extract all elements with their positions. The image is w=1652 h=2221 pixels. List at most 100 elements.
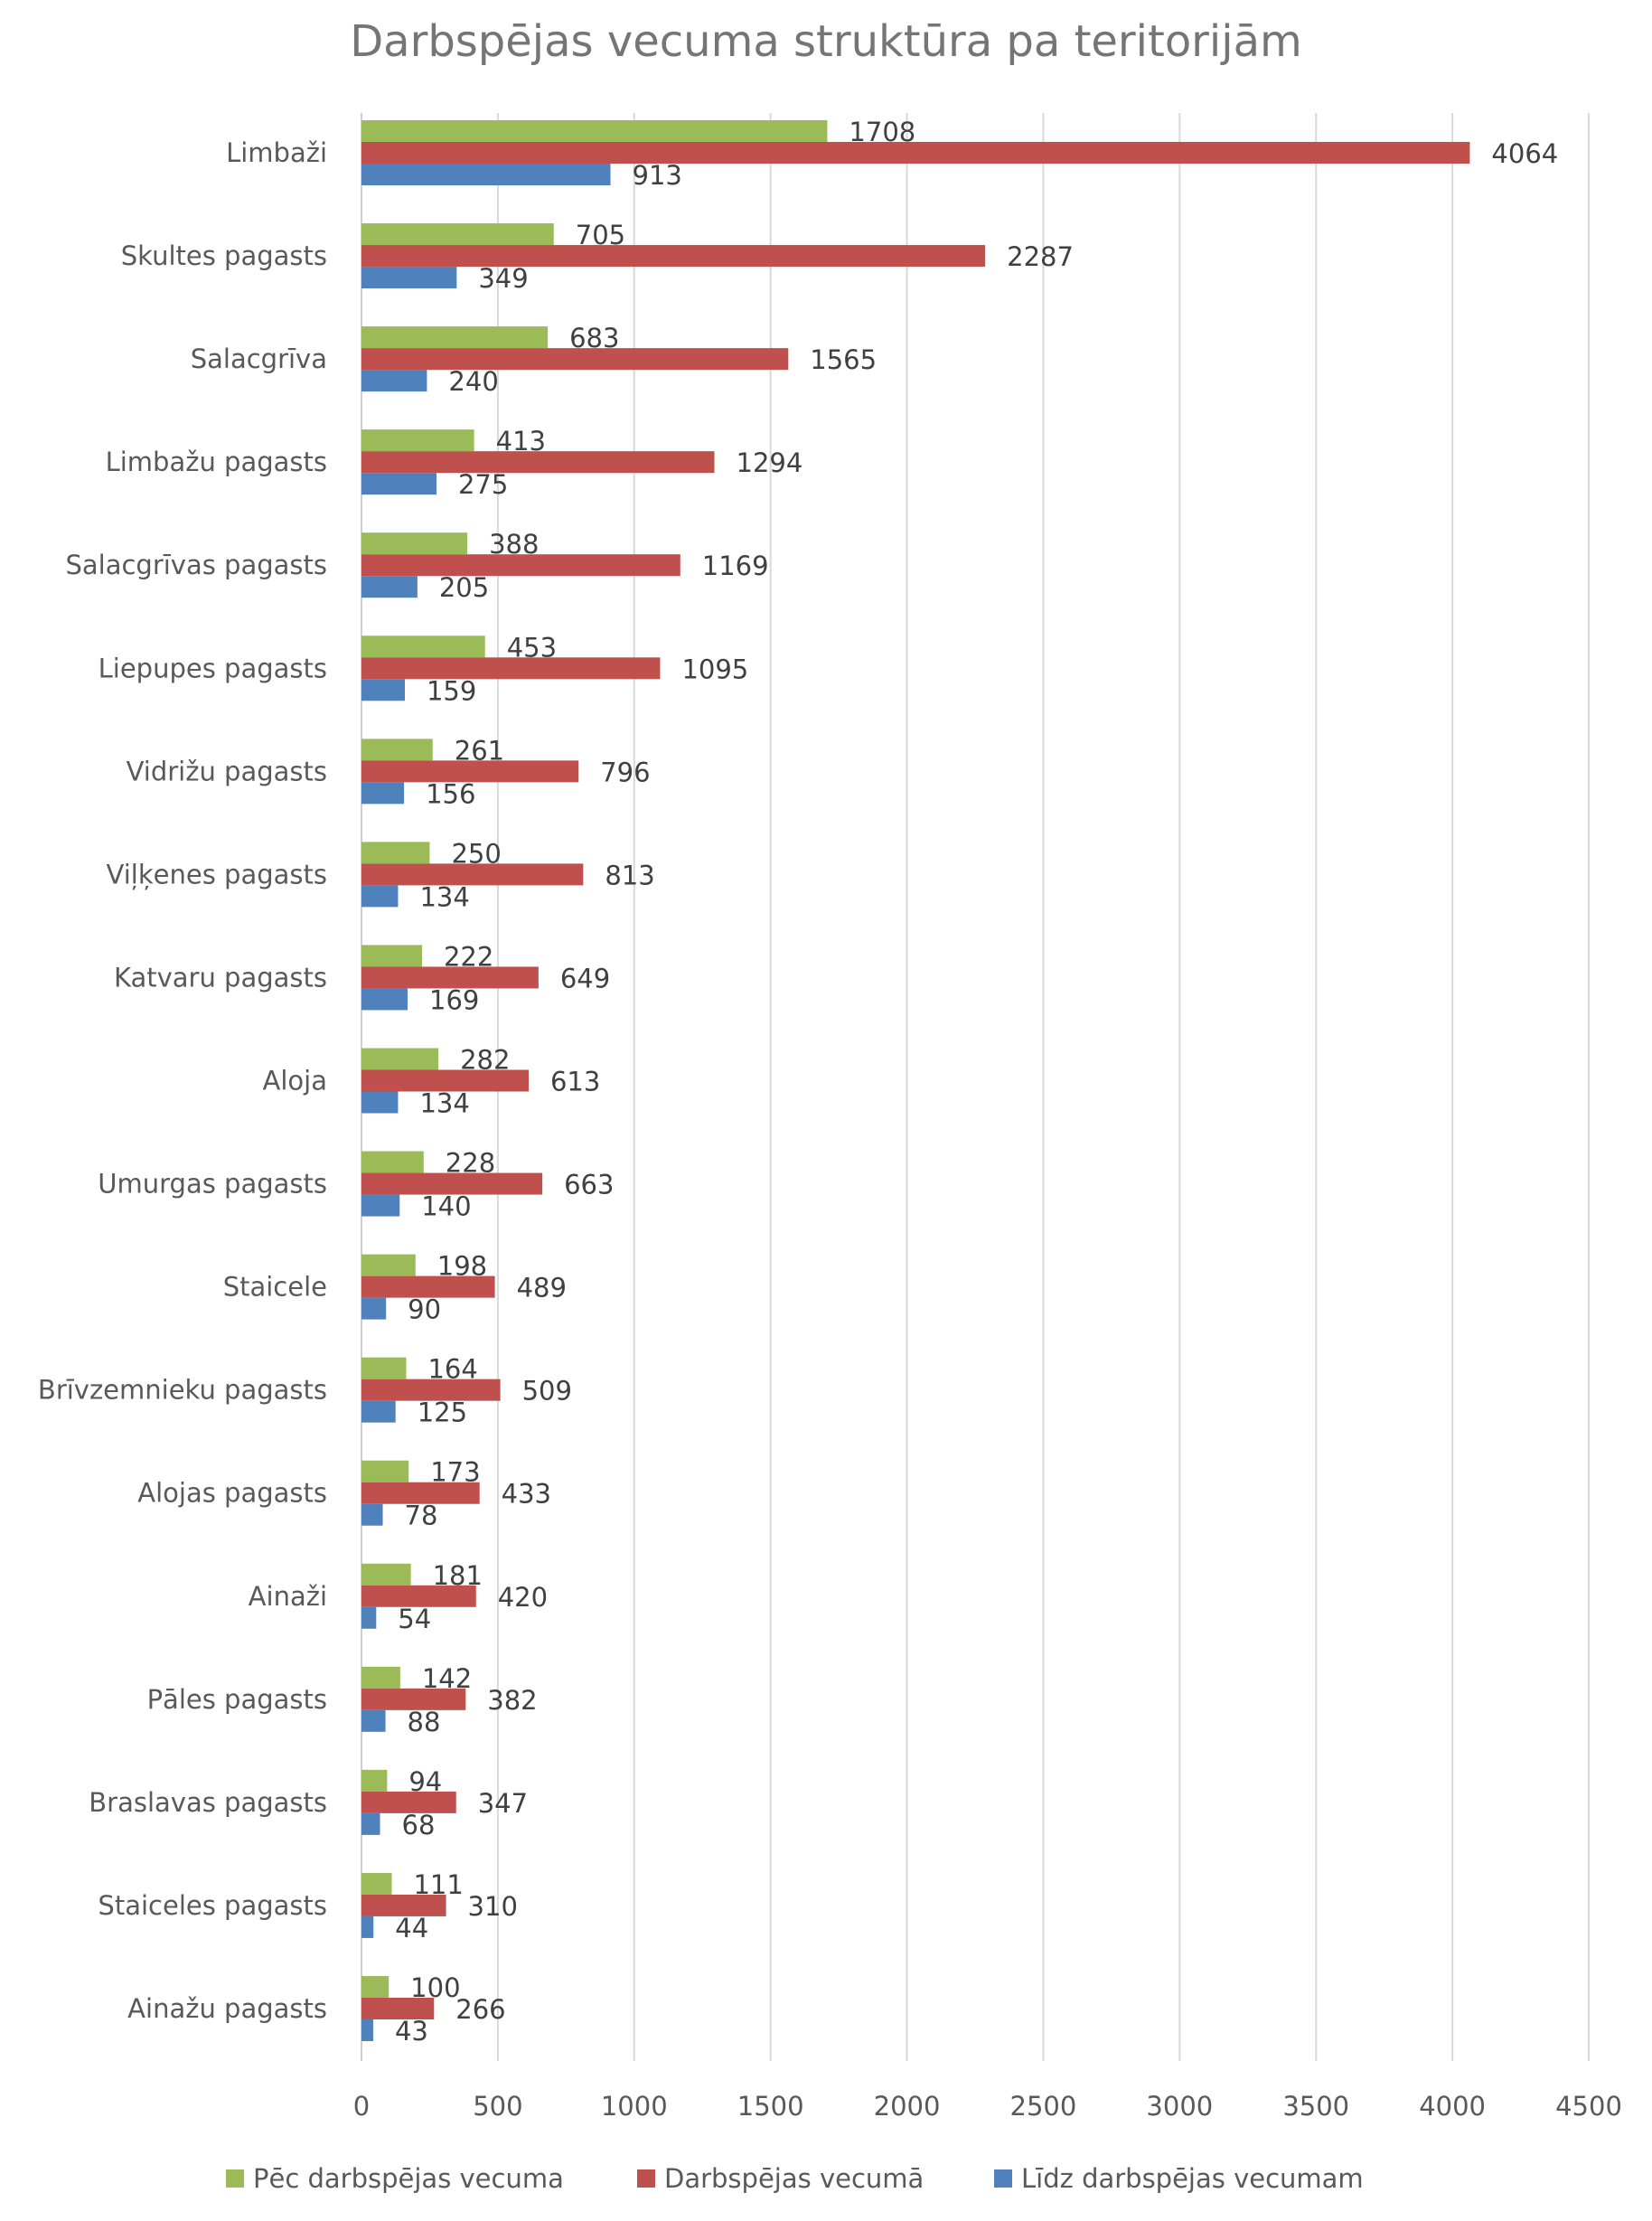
bar — [361, 142, 1470, 164]
legend-swatch — [637, 2169, 655, 2188]
data-label: 43 — [395, 2016, 428, 2047]
category-label: Pāles pagasts — [147, 1684, 327, 1715]
data-label: 54 — [398, 1604, 431, 1634]
bar — [361, 1688, 466, 1710]
bar — [361, 267, 457, 289]
bar — [361, 1400, 396, 1423]
category-label: Alojas pagasts — [137, 1478, 327, 1509]
bar — [361, 1482, 480, 1504]
data-label: 125 — [418, 1398, 467, 1428]
data-label: 347 — [478, 1788, 528, 1819]
category-labels: Limbaži Skultes pagasts Salacgrīva Limbažu … — [38, 137, 327, 2024]
legend-label: Darbspējas vecumā — [664, 2163, 924, 2194]
data-label: 489 — [517, 1273, 567, 1303]
bar — [361, 1894, 446, 1916]
bar — [361, 1460, 409, 1482]
data-label: 509 — [522, 1376, 572, 1407]
bar — [361, 1769, 388, 1792]
bar — [361, 1998, 435, 2019]
bar — [361, 245, 986, 268]
bar — [361, 1976, 390, 1998]
x-tick-label: 4500 — [1555, 2091, 1622, 2122]
bar — [361, 429, 474, 452]
bar — [361, 326, 549, 349]
x-tick-label: 1000 — [601, 2091, 668, 2122]
data-label: 4064 — [1491, 138, 1558, 169]
data-label: 813 — [605, 860, 654, 890]
gridlines — [361, 113, 1590, 2061]
category-label: Brīvzemnieku pagasts — [38, 1375, 327, 1406]
legend-label: Līdz darbspējas vecumam — [1021, 2163, 1364, 2194]
data-label: 1294 — [737, 447, 803, 478]
x-tick-label: 4000 — [1419, 2091, 1486, 2122]
data-label: 78 — [405, 1501, 438, 1531]
legend-swatch — [226, 2169, 244, 2188]
bar — [361, 1585, 476, 1607]
bars: 1708406491370522873496831565240413129427… — [361, 117, 1558, 2047]
legend: Pēc darbspējas vecuma Darbspējas vecumā Lī… — [226, 2163, 1364, 2194]
bar — [361, 1048, 439, 1070]
bar — [361, 164, 611, 185]
data-label: 88 — [408, 1707, 441, 1737]
data-label: 663 — [564, 1170, 614, 1200]
bar — [361, 223, 554, 246]
bar — [361, 1194, 400, 1217]
bar — [361, 966, 539, 989]
data-label: 90 — [408, 1294, 441, 1325]
bar — [361, 863, 584, 886]
bar — [361, 1091, 399, 1114]
data-label: 2287 — [1007, 241, 1074, 272]
data-label: 159 — [427, 675, 476, 706]
legend-label: Pēc darbspējas vecuma — [253, 2163, 564, 2194]
bar — [361, 576, 418, 598]
bar — [361, 1379, 501, 1401]
bar — [361, 1563, 411, 1586]
x-tick-label: 0 — [353, 2091, 370, 2122]
data-label: 913 — [633, 160, 682, 191]
x-tick-label: 500 — [473, 2091, 522, 2122]
bar — [361, 473, 436, 495]
bar — [361, 1172, 543, 1195]
category-label: Salacgrīva — [191, 344, 327, 374]
bar — [361, 451, 715, 474]
x-tick-label: 3000 — [1146, 2091, 1213, 2122]
bar — [361, 348, 789, 371]
data-label: 140 — [421, 1191, 471, 1222]
bar — [361, 532, 468, 555]
data-label: 433 — [502, 1479, 551, 1510]
category-label: Limbaži — [226, 137, 327, 168]
data-label: 134 — [419, 881, 469, 912]
data-label: 613 — [550, 1067, 600, 1097]
data-label: 275 — [458, 469, 508, 500]
bar — [361, 1915, 374, 1938]
bar — [361, 1791, 456, 1813]
bar — [361, 988, 408, 1011]
bar — [361, 1812, 380, 1835]
category-label: Ainažu pagasts — [127, 1993, 327, 2024]
category-label: Katvaru pagasts — [114, 962, 327, 993]
category-label: Staiceles pagasts — [98, 1890, 327, 1921]
category-label: Umurgas pagasts — [98, 1169, 327, 1200]
bar — [361, 842, 430, 864]
category-label: Salacgrīvas pagasts — [65, 550, 327, 580]
data-label: 205 — [439, 572, 489, 603]
data-label: 1095 — [681, 654, 748, 684]
bar — [361, 1503, 383, 1526]
x-axis-ticks: 0 500 1000 1500 2000 2500 3000 3500 4000 4500 — [353, 2091, 1622, 2122]
bar — [361, 120, 828, 142]
chart-title: Darbspējas vecuma struktūra pa teritorij… — [350, 16, 1302, 67]
data-label: 310 — [468, 1891, 518, 1922]
data-label: 349 — [478, 263, 528, 294]
data-label: 649 — [560, 963, 610, 993]
bar — [361, 370, 427, 392]
x-tick-label: 2500 — [1010, 2091, 1077, 2122]
category-label: Skultes pagasts — [121, 240, 327, 271]
data-label: 44 — [395, 1913, 428, 1943]
bar — [361, 679, 405, 701]
bar — [361, 554, 681, 577]
bar — [361, 739, 433, 761]
bar — [361, 760, 579, 783]
category-label: Staicele — [223, 1272, 327, 1303]
data-label: 1565 — [810, 344, 877, 375]
